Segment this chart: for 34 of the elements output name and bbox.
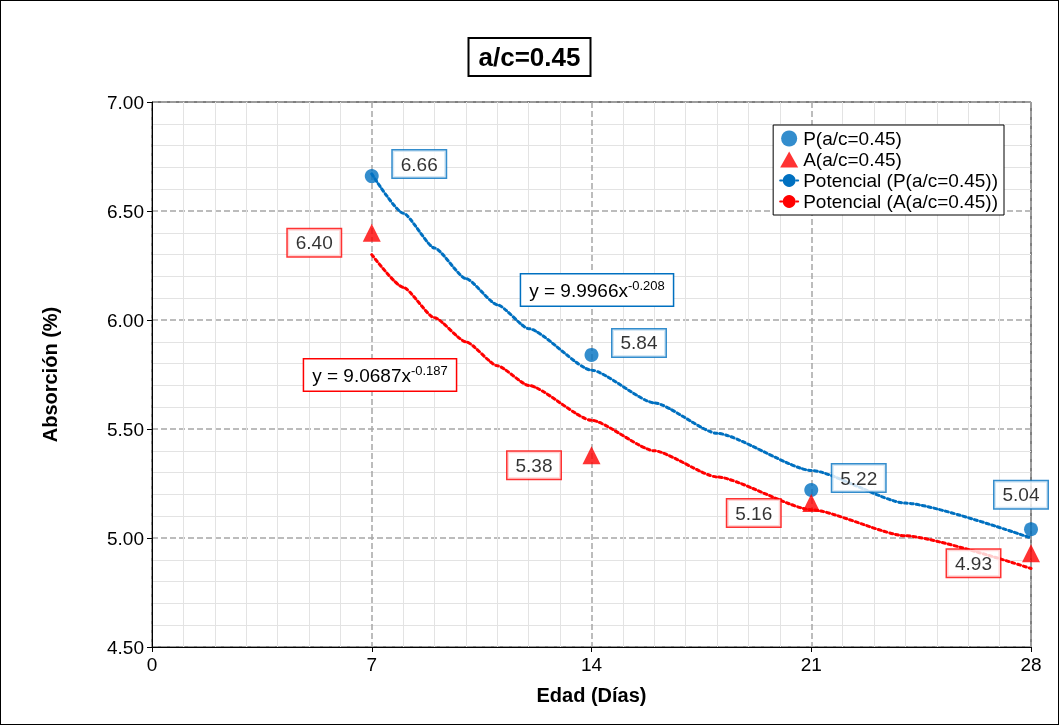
legend-label: Potencial (P(a/c=0.45)) bbox=[803, 170, 998, 191]
data-label: 6.40 bbox=[295, 232, 333, 254]
point bbox=[584, 347, 599, 362]
point bbox=[1022, 544, 1040, 563]
x-tick-label: 28 bbox=[1020, 654, 1042, 675]
y-tick-label: 7.00 bbox=[107, 91, 144, 113]
data-label: 5.22 bbox=[840, 467, 878, 489]
chart-title: a/c=0.45 bbox=[478, 42, 581, 72]
x-tick-label: 7 bbox=[366, 654, 378, 675]
data-label: 5.04 bbox=[1002, 484, 1040, 506]
data-label: 6.66 bbox=[400, 153, 438, 175]
x-tick-label: 0 bbox=[146, 654, 158, 675]
point bbox=[364, 169, 379, 184]
x-tick-label: 21 bbox=[800, 654, 822, 675]
data-label: 5.84 bbox=[620, 332, 658, 354]
y-tick-label: 4.50 bbox=[107, 636, 144, 658]
point bbox=[582, 446, 601, 465]
y-tick-label: 5.00 bbox=[107, 527, 144, 549]
point bbox=[362, 223, 381, 242]
point bbox=[802, 494, 821, 513]
y-tick-label: 5.50 bbox=[107, 418, 144, 440]
legend-label: Potencial (A(a/c=0.45)) bbox=[803, 191, 998, 212]
data-label: 5.38 bbox=[515, 454, 553, 476]
point bbox=[1024, 522, 1038, 537]
legend-label: A(a/c=0.45) bbox=[803, 149, 902, 170]
data-label: 4.93 bbox=[955, 552, 992, 574]
y-axis-title: Absorción (%) bbox=[39, 306, 61, 443]
x-axis-title: Edad (Días) bbox=[536, 684, 647, 706]
y-tick-label: 6.00 bbox=[107, 309, 144, 331]
data-label: 5.16 bbox=[735, 502, 773, 524]
point bbox=[804, 483, 819, 498]
legend-label: P(a/c=0.45) bbox=[803, 128, 902, 149]
y-tick-label: 6.50 bbox=[107, 200, 144, 222]
x-tick-label: 14 bbox=[580, 654, 603, 675]
